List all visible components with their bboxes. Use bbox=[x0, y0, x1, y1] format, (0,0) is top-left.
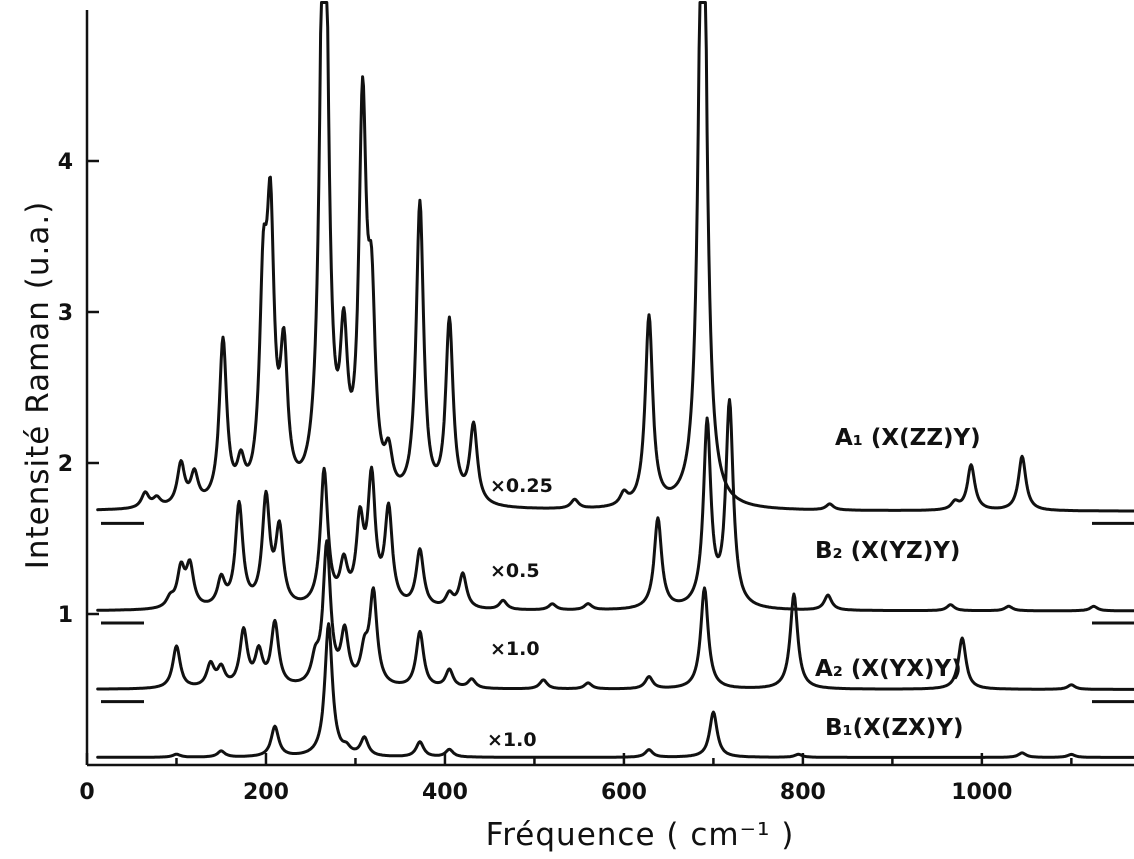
b1-zx-trace bbox=[96, 622, 1134, 759]
ticks bbox=[85, 159, 1073, 765]
tick-labels: 0 200 400 600 800 1000 1 2 3 4 bbox=[58, 150, 1013, 805]
series-labels: A₁ (X(ZZ)Y) ×0.25 B₂ (X(YZ)Y) ×0.5 A₂ (X(YX)… bbox=[487, 425, 981, 751]
y-tick-label: 2 bbox=[58, 452, 73, 477]
scale-factor-label: ×1.0 bbox=[490, 638, 540, 660]
x-axis-title: Fréquence ( cm⁻¹ ) bbox=[486, 817, 795, 853]
x-tick-label: 400 bbox=[422, 780, 468, 805]
scale-factor-label: ×0.5 bbox=[490, 560, 540, 582]
x-tick-label: 1000 bbox=[951, 780, 1012, 805]
series-name-label: A₂ (X(YX)Y) bbox=[815, 656, 962, 682]
x-tick-label: 800 bbox=[780, 780, 826, 805]
y-tick-label: 1 bbox=[58, 603, 73, 628]
x-tick-label: 200 bbox=[243, 780, 289, 805]
y-axis-title: Intensité Raman (u.a.) bbox=[20, 201, 56, 570]
y-tick-label: 3 bbox=[58, 301, 73, 326]
traces bbox=[96, 1, 1134, 759]
x-tick-label: 600 bbox=[601, 780, 647, 805]
b2-yz-trace bbox=[96, 398, 1134, 613]
series-name-label: A₁ (X(ZZ)Y) bbox=[835, 425, 981, 451]
x-tick-label: 0 bbox=[79, 780, 94, 805]
a2-yx-trace bbox=[96, 539, 1134, 691]
a1-zz-trace bbox=[96, 1, 1134, 513]
scale-factor-label: ×0.25 bbox=[490, 475, 553, 497]
baseline-markers bbox=[101, 521, 1134, 704]
scale-factor-label: ×1.0 bbox=[487, 729, 537, 751]
y-tick-label: 4 bbox=[58, 150, 73, 175]
axes bbox=[85, 10, 1134, 767]
series-name-label: B₂ (X(YZ)Y) bbox=[815, 538, 960, 564]
series-name-label: B₁(X(ZX)Y) bbox=[825, 715, 963, 741]
